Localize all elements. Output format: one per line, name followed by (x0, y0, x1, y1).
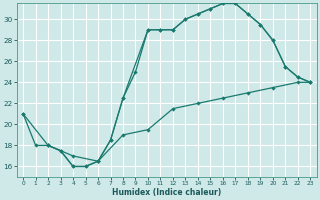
X-axis label: Humidex (Indice chaleur): Humidex (Indice chaleur) (112, 188, 221, 197)
